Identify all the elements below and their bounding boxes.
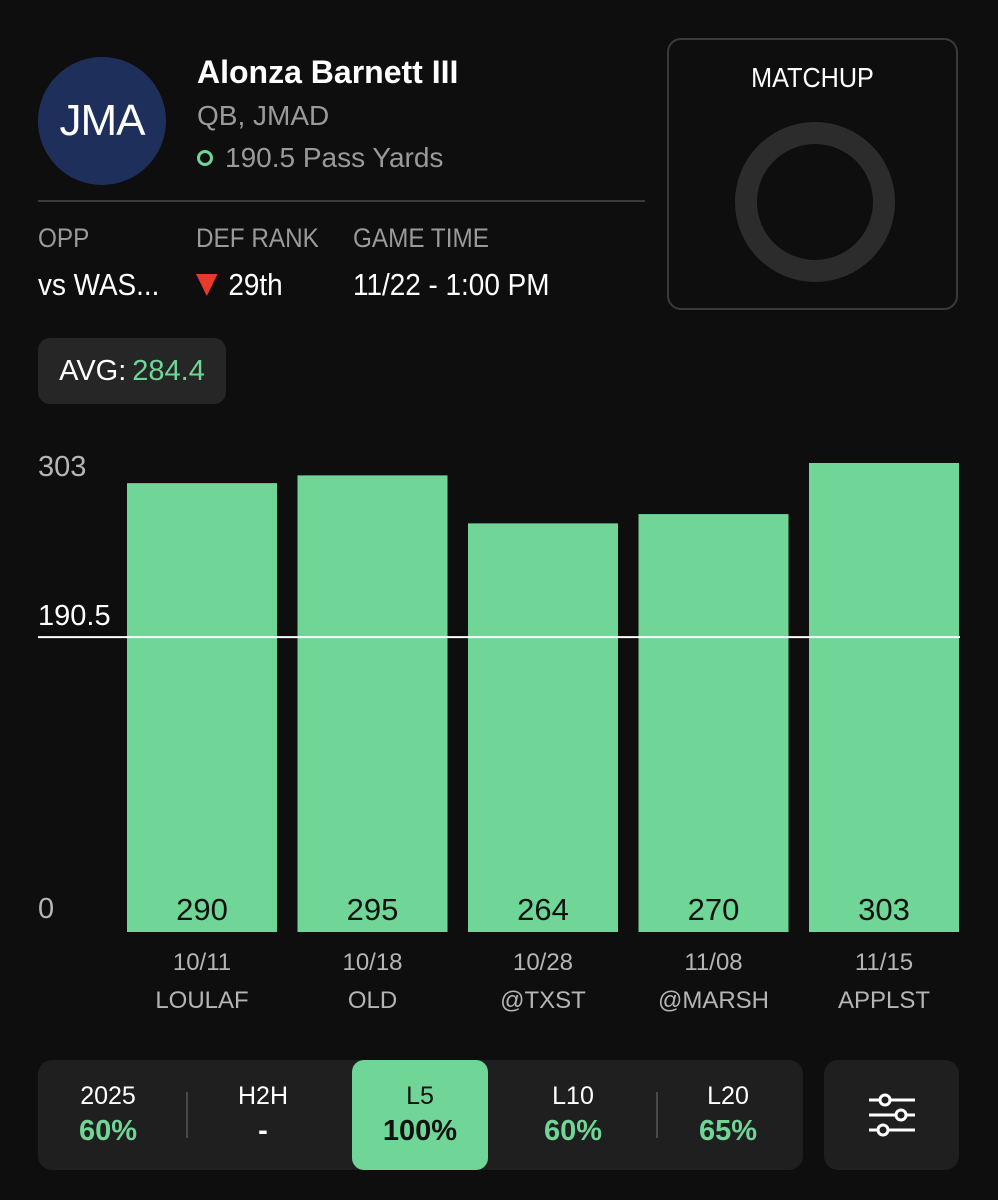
y-tick-label: 0 [38,893,54,925]
prop-line: 190.5 Pass Yards [197,142,443,174]
matchup-card[interactable]: MATCHUP [667,38,958,310]
triangle-down-icon [196,274,218,296]
def-rank-label: DEF RANK [196,223,319,253]
prop-line-label: 190.5 [38,600,111,632]
x-opponent-label: APPLST [838,987,930,1014]
average-value: 284.4 [132,354,205,387]
filter-tab-l20[interactable]: L20 65% [658,1060,798,1170]
game-time-value: 11/22 - 1:00 PM [353,267,550,302]
matchup-label: MATCHUP [751,62,874,93]
filter-tab-value: 60% [543,1115,603,1147]
bar-value-label: 264 [517,892,569,927]
x-date-label: 11/15 [855,949,913,976]
player-name: Alonza Barnett III [197,54,459,90]
game-time-label: GAME TIME [353,223,489,253]
y-tick-label: 303 [38,451,86,483]
x-opponent-label: @MARSH [658,987,769,1014]
prop-text: 190.5 Pass Yards [225,142,444,173]
bar-value-label: 290 [176,892,228,927]
bar-chart: 303 0 290 10/11 LOULAF 295 10/18 OLD 264 10/28 @TX… [38,451,960,1014]
filter-tab-l10[interactable]: L10 60% [503,1060,643,1170]
filter-tab-h2h[interactable]: H2H - [193,1060,333,1170]
team-avatar: JMA [38,57,166,185]
filter-tab-label: H2H [237,1082,288,1110]
x-opponent-label: @TXST [500,987,586,1014]
x-date-label: 11/08 [684,949,742,976]
tab-divider [656,1092,658,1138]
filter-tab-label: L10 [552,1082,594,1110]
def-rank-text: 29th [228,267,283,302]
x-date-label: 10/18 [342,949,402,976]
x-opponent-label: OLD [348,987,397,1014]
header-divider [38,200,645,202]
avatar-initials: JMA [59,96,146,145]
opp-value: vs WAS... [38,267,160,302]
x-date-label: 10/11 [173,949,231,976]
bar [638,514,789,932]
bar [468,523,618,932]
filter-tab-label: 2025 [80,1082,136,1110]
filter-tab-label: L20 [707,1082,749,1110]
filter-tab-value: 65% [698,1115,758,1147]
bar [127,483,277,932]
player-position: QB, JMAD [197,100,330,131]
filter-bar: 2025 60% H2H - L5 100% L10 60% L20 65% [38,1060,803,1170]
settings-button[interactable] [824,1060,959,1170]
circle-o-icon [197,150,213,166]
filter-tab-l5[interactable]: L5 100% [352,1060,488,1170]
bar-value-label: 295 [347,892,399,927]
sliders-icon [868,1093,915,1137]
average-pill: AVG: 284.4 [38,338,226,404]
filter-tab-2025[interactable]: 2025 60% [38,1060,178,1170]
opp-label: OPP [38,223,90,253]
filter-tab-label: L5 [406,1082,434,1110]
filter-tab-value: 60% [78,1115,138,1147]
filter-tab-value: 100% [382,1115,458,1147]
bar [297,475,448,932]
x-date-label: 10/28 [513,949,573,976]
bar [809,463,959,932]
def-rank-value: 29th [196,267,283,303]
x-opponent-label: LOULAF [155,987,248,1014]
average-label: AVG: [59,354,127,387]
bar-value-label: 270 [688,892,740,927]
filter-tab-value: - [258,1115,268,1147]
bar-value-label: 303 [858,892,910,927]
tab-divider [186,1092,188,1138]
matchup-ring [735,122,895,282]
